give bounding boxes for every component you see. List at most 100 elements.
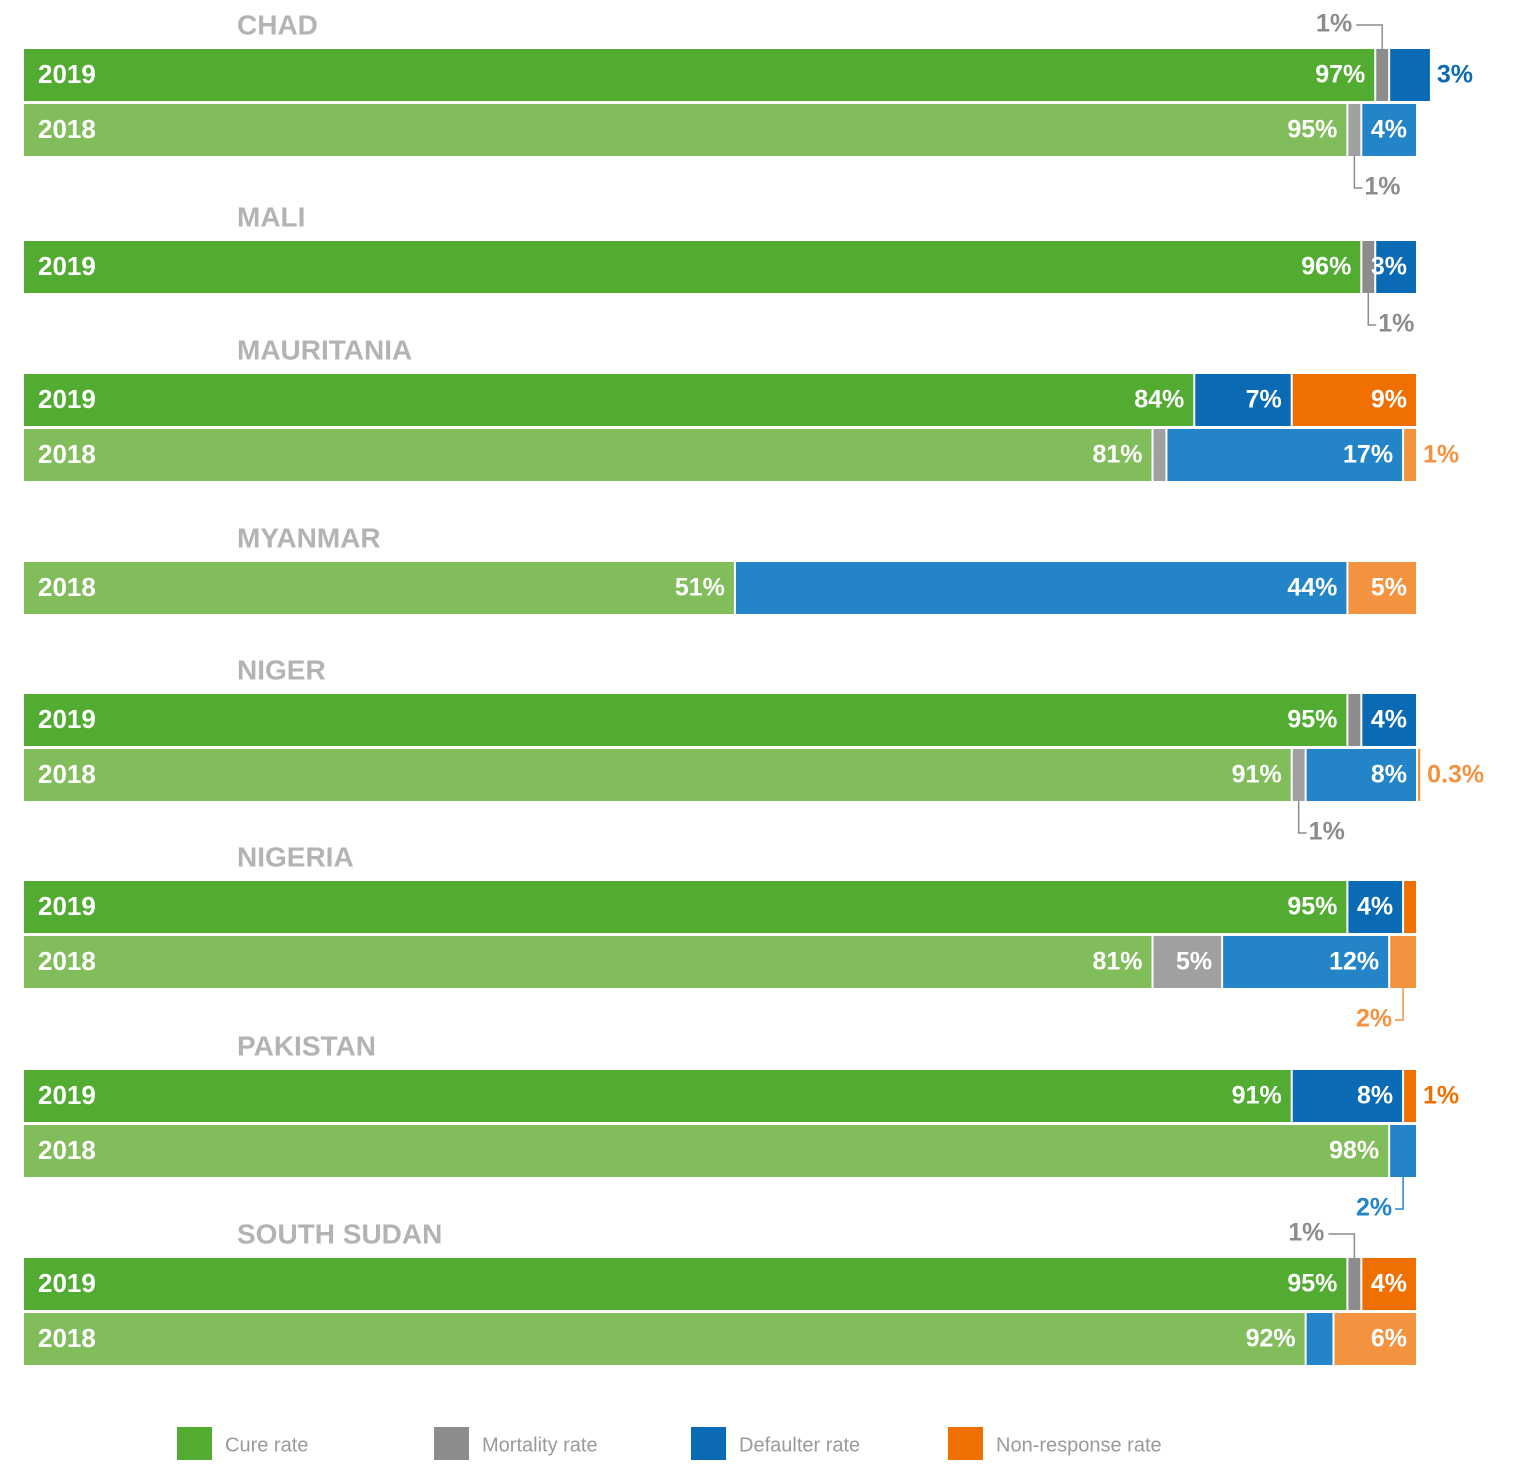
- leader-line: [1367, 293, 1377, 326]
- segment-label: 9%: [1371, 386, 1407, 414]
- legend-label: Mortality rate: [482, 1434, 598, 1456]
- bar-segment: [1390, 1125, 1416, 1177]
- bar-segment: [1167, 429, 1403, 481]
- leader-line: [1356, 24, 1383, 49]
- segment-label: 95%: [1287, 116, 1337, 144]
- bar-segment: [24, 429, 1152, 481]
- legend-label: Cure rate: [225, 1434, 308, 1456]
- bar-segment: [1390, 49, 1430, 101]
- bar-segment: [1292, 749, 1305, 801]
- leader-line: [1395, 1177, 1404, 1210]
- segment-label: 2%: [1356, 1194, 1392, 1222]
- row-label: 2018: [38, 114, 96, 144]
- row-label: 2019: [38, 59, 96, 89]
- segment-label: 51%: [675, 574, 725, 602]
- bar-segment: [1362, 1258, 1416, 1310]
- bar-segment: [1306, 749, 1416, 801]
- bar-segment: [24, 749, 1291, 801]
- segment-label: 1%: [1423, 441, 1459, 469]
- row-label: 2018: [38, 439, 96, 469]
- bar-segment: [24, 241, 1361, 293]
- bar-segment: [24, 881, 1347, 933]
- segment-label: 1%: [1423, 1082, 1459, 1110]
- segment-label: 1%: [1288, 1219, 1324, 1247]
- bar-segment: [735, 562, 1347, 614]
- segment-label: 4%: [1371, 1270, 1407, 1298]
- segment-label: 3%: [1437, 61, 1473, 89]
- bar-segment: [24, 1258, 1347, 1310]
- bar-segment: [1334, 1313, 1416, 1365]
- bar-segment: [1195, 374, 1291, 426]
- segment-label: 91%: [1232, 1082, 1282, 1110]
- bar-segment: [24, 1125, 1389, 1177]
- bar-segment: [1292, 1070, 1403, 1122]
- bar-segment: [1418, 749, 1421, 801]
- segment-label: 5%: [1176, 948, 1212, 976]
- bar-segment: [24, 1313, 1305, 1365]
- segment-label: 8%: [1371, 761, 1407, 789]
- bar-segment: [1153, 936, 1222, 988]
- group-title: MALI: [237, 201, 305, 232]
- group-title: PAKISTAN: [237, 1030, 376, 1061]
- row-label: 2019: [38, 1080, 96, 1110]
- row-label: 2019: [38, 384, 96, 414]
- bar-segment: [1348, 881, 1403, 933]
- bar-segment: [1362, 241, 1375, 293]
- legend-swatch: [177, 1427, 212, 1460]
- segment-label: 1%: [1316, 10, 1352, 38]
- row-label: 2018: [38, 946, 96, 976]
- leader-line: [1328, 1233, 1356, 1258]
- bar-segment: [1390, 936, 1416, 988]
- segment-label: 4%: [1371, 706, 1407, 734]
- group-title: MYANMAR: [237, 522, 381, 553]
- segment-label: 5%: [1371, 574, 1407, 602]
- bar-segment: [24, 104, 1347, 156]
- bar-segment: [1292, 374, 1416, 426]
- segment-label: 91%: [1232, 761, 1282, 789]
- leader-line: [1353, 156, 1363, 189]
- segment-label: 1%: [1364, 173, 1400, 201]
- bar-segment: [1306, 1313, 1333, 1365]
- group-title: NIGERIA: [237, 841, 354, 872]
- group-title: SOUTH SUDAN: [237, 1218, 442, 1249]
- bar-segment: [1404, 881, 1416, 933]
- bar-segment: [1348, 104, 1361, 156]
- bar-segment: [24, 562, 734, 614]
- row-label: 2019: [38, 704, 96, 734]
- bar-segment: [24, 1070, 1291, 1122]
- segment-label: 95%: [1287, 1270, 1337, 1298]
- row-label: 2018: [38, 572, 96, 602]
- group-title: NIGER: [237, 654, 326, 685]
- bar-segment: [24, 936, 1152, 988]
- segment-label: 81%: [1092, 948, 1142, 976]
- bar-segment: [24, 374, 1194, 426]
- bar-segment: [24, 694, 1347, 746]
- bar-segment: [1348, 1258, 1361, 1310]
- segment-label: 1%: [1309, 818, 1345, 846]
- segment-label: 95%: [1287, 706, 1337, 734]
- segment-label: 4%: [1371, 116, 1407, 144]
- legend-swatch: [434, 1427, 469, 1460]
- row-label: 2019: [38, 1268, 96, 1298]
- bar-segment: [1376, 241, 1416, 293]
- segment-label: 1%: [1378, 310, 1414, 338]
- bar-segment: [1404, 1070, 1416, 1122]
- segment-label: 12%: [1329, 948, 1379, 976]
- segment-label: 17%: [1343, 441, 1393, 469]
- segment-label: 7%: [1246, 386, 1282, 414]
- segment-label: 98%: [1329, 1137, 1379, 1165]
- row-label: 2019: [38, 891, 96, 921]
- legend-label: Defaulter rate: [739, 1434, 860, 1456]
- bar-segment: [1348, 694, 1361, 746]
- legend-label: Non-response rate: [996, 1434, 1162, 1456]
- leader-line: [1395, 988, 1404, 1021]
- legend-swatch: [691, 1427, 726, 1460]
- bar-segment: [24, 49, 1375, 101]
- segment-label: 0.3%: [1427, 761, 1484, 789]
- segment-label: 96%: [1301, 253, 1351, 281]
- segment-label: 2%: [1356, 1005, 1392, 1033]
- segment-label: 95%: [1287, 893, 1337, 921]
- row-label: 2019: [38, 251, 96, 281]
- row-label: 2018: [38, 1323, 96, 1353]
